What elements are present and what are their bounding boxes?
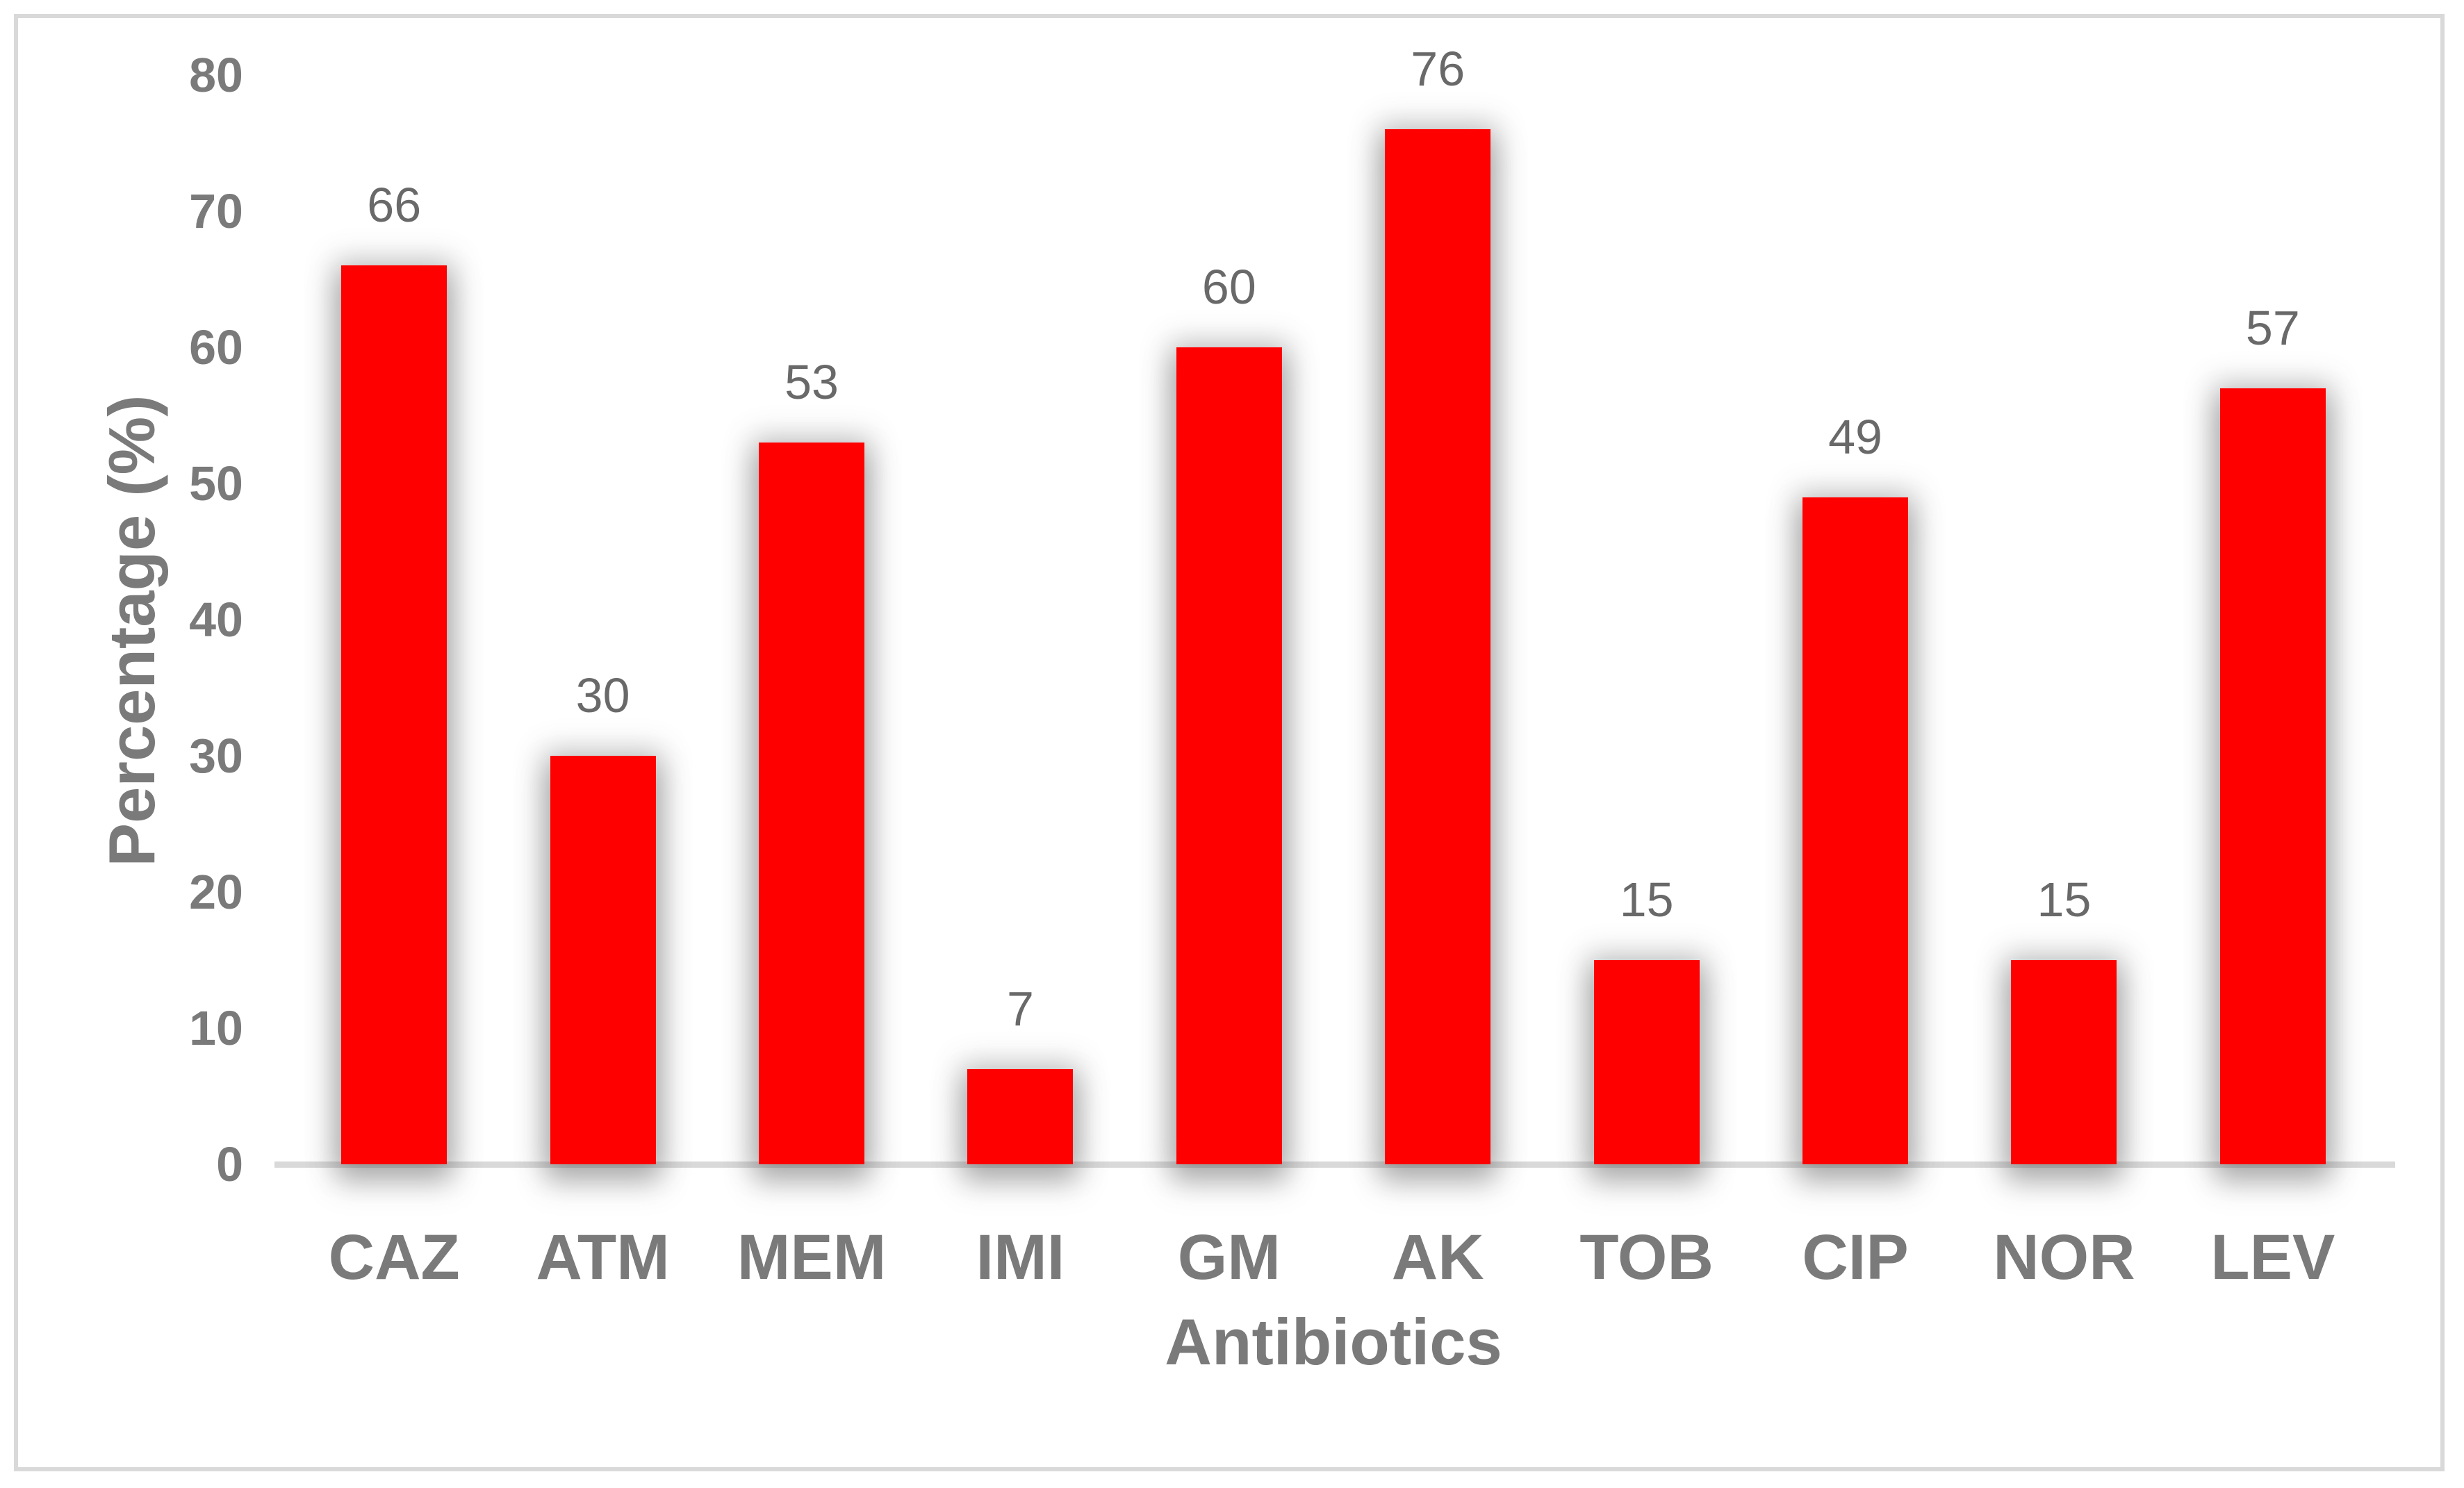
x-axis-category-label: CAZ <box>328 1222 460 1293</box>
bar-nor <box>2011 960 2117 1164</box>
y-axis-tick-label: 80 <box>189 48 243 102</box>
bar-slot: 76 <box>1333 0 1542 1164</box>
x-axis-category-label: LEV <box>2210 1222 2335 1293</box>
bar-value-label: 30 <box>575 668 630 722</box>
x-axis-category-labels: CAZ ATM MEM IMI GM AK TOB CIP NOR LEV <box>290 1221 2377 1294</box>
bar-tob <box>1593 960 1700 1164</box>
y-axis-tick-label: 10 <box>189 1001 243 1055</box>
bar-value-label: 76 <box>1411 42 1465 97</box>
bar-slot: 15 <box>1960 0 2168 1164</box>
bar-slot: 15 <box>1542 0 1750 1164</box>
bar-value-label: 60 <box>1201 260 1256 314</box>
bar-slot: 30 <box>498 0 707 1164</box>
bar-gm <box>1176 347 1282 1164</box>
plot-area: 66 30 53 7 60 76 15 49 15 57 <box>290 0 2377 1164</box>
y-axis-tick-label: 60 <box>189 320 243 374</box>
bar-slot: 66 <box>290 0 498 1164</box>
bar-value-label: 53 <box>785 355 839 410</box>
bar-value-label: 49 <box>1828 409 1882 464</box>
bar-value-label: 15 <box>1619 873 1674 927</box>
x-axis-category-label: ATM <box>536 1222 670 1293</box>
bar-mem <box>759 443 865 1164</box>
bar-caz <box>341 265 447 1164</box>
x-axis-category-label: GM <box>1177 1222 1281 1293</box>
y-axis-tick-label: 40 <box>189 593 243 647</box>
bar-ak <box>1385 129 1491 1164</box>
bar-value-label: 15 <box>2037 873 2092 927</box>
x-axis-category-label: AK <box>1391 1222 1484 1293</box>
bar-value-label: 57 <box>2245 300 2300 355</box>
bar-lev <box>2219 388 2326 1164</box>
y-axis-tick-label: 20 <box>189 865 243 919</box>
bar-imi <box>967 1068 1074 1164</box>
x-axis-category-label: MEM <box>737 1222 887 1293</box>
y-axis-tick-label: 50 <box>189 456 243 511</box>
y-axis-tick-label: 30 <box>189 729 243 783</box>
bar-slot: 7 <box>916 0 1124 1164</box>
bar-atm <box>550 756 656 1164</box>
x-axis-category-label: TOB <box>1579 1222 1714 1293</box>
y-axis-tick-label: 70 <box>189 184 243 238</box>
bar-value-label: 66 <box>367 178 422 233</box>
x-axis-category-label: NOR <box>1993 1222 2135 1293</box>
x-axis-title: Antibiotics <box>1165 1305 1502 1378</box>
bar-slot: 57 <box>2169 0 2377 1164</box>
x-axis-category-label: IMI <box>976 1222 1065 1293</box>
bar-slot: 60 <box>1125 0 1333 1164</box>
bar-slot: 53 <box>707 0 916 1164</box>
bar-slot: 49 <box>1751 0 1960 1164</box>
x-axis-line <box>274 1162 2395 1168</box>
bar-value-label: 7 <box>1006 981 1034 1036</box>
bar-cip <box>1802 497 1909 1164</box>
y-axis-tick-label: 0 <box>216 1137 243 1191</box>
x-axis-category-label: CIP <box>1802 1222 1909 1293</box>
